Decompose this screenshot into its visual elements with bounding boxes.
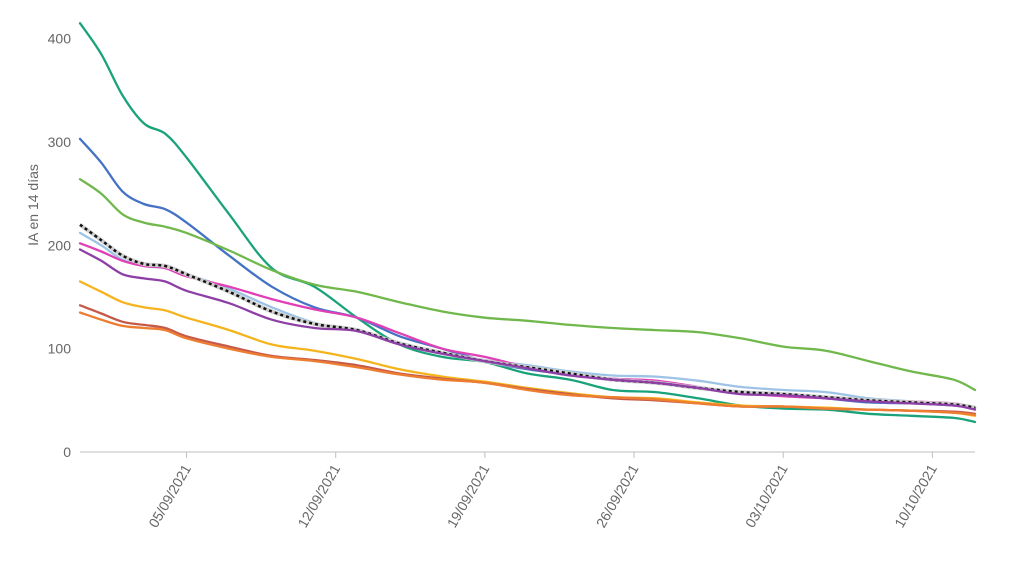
series-layer (78, 22, 977, 424)
y-tick-label: 200 (48, 237, 72, 253)
y-axis-title: IA en 14 días (25, 164, 41, 246)
x-tick-label: 12/09/2021 (294, 461, 343, 530)
x-tick-label: 03/10/2021 (742, 461, 791, 530)
x-tick-label: 05/09/2021 (145, 461, 194, 530)
series-line-7 (78, 248, 977, 411)
y-tick-label: 300 (48, 134, 72, 150)
x-tick-label: 19/09/2021 (444, 461, 493, 530)
x-tick-label: 10/10/2021 (891, 461, 940, 530)
series-line-8 (78, 280, 977, 417)
ticks-layer: 0 100 200 300 400 05/09/2021 12/09/2021 19/09/2… (48, 31, 940, 531)
x-tick-label: 26/09/2021 (593, 461, 642, 530)
series-line-3 (78, 178, 977, 392)
y-axis-title-group: IA en 14 días (25, 164, 41, 246)
series-line-1 (78, 22, 977, 424)
y-tick-label: 100 (48, 341, 72, 357)
series-line-10 (78, 311, 977, 416)
series-line-halo-6 (78, 223, 976, 410)
y-tick-label: 400 (48, 31, 72, 47)
series-line-6 (79, 223, 976, 409)
y-tick-label: 0 (63, 444, 71, 460)
